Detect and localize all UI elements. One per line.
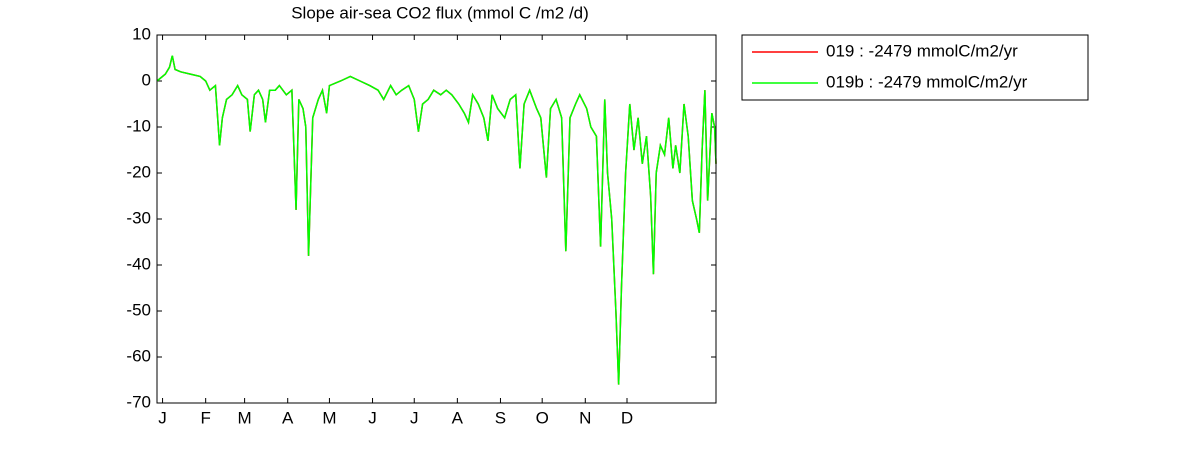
x-tick-label: A xyxy=(282,408,294,427)
x-tick-label: J xyxy=(368,408,377,427)
plot-frame xyxy=(156,34,717,404)
legend-box xyxy=(741,34,1089,101)
y-tick-label: -70 xyxy=(126,392,151,411)
legend-label: 019 : -2479 mmolC/m2/yr xyxy=(826,41,1018,60)
x-tick-label: A xyxy=(452,408,464,427)
y-tick-label: -10 xyxy=(126,116,151,135)
y-tick-label: -40 xyxy=(126,254,151,273)
series-line xyxy=(156,55,717,385)
x-tick-label: D xyxy=(621,408,633,427)
chart-title: Slope air-sea CO2 flux (mmol C /m2 /d) xyxy=(291,3,589,22)
x-tick-label: F xyxy=(200,408,210,427)
legend-label: 019b : -2479 mmolC/m2/yr xyxy=(826,72,1028,91)
x-tick-label: J xyxy=(410,408,419,427)
y-tick-label: -30 xyxy=(126,208,151,227)
y-tick-label: 10 xyxy=(132,24,151,43)
y-tick-label: 0 xyxy=(142,70,151,89)
x-tick-label: M xyxy=(322,408,336,427)
x-tick-label: O xyxy=(536,408,549,427)
x-tick-label: N xyxy=(579,408,591,427)
x-tick-label: S xyxy=(495,408,506,427)
x-tick-label: M xyxy=(238,408,252,427)
series-line xyxy=(156,55,717,385)
y-tick-label: -60 xyxy=(126,346,151,365)
x-tick-label: J xyxy=(158,408,167,427)
y-tick-label: -20 xyxy=(126,162,151,181)
y-tick-label: -50 xyxy=(126,300,151,319)
